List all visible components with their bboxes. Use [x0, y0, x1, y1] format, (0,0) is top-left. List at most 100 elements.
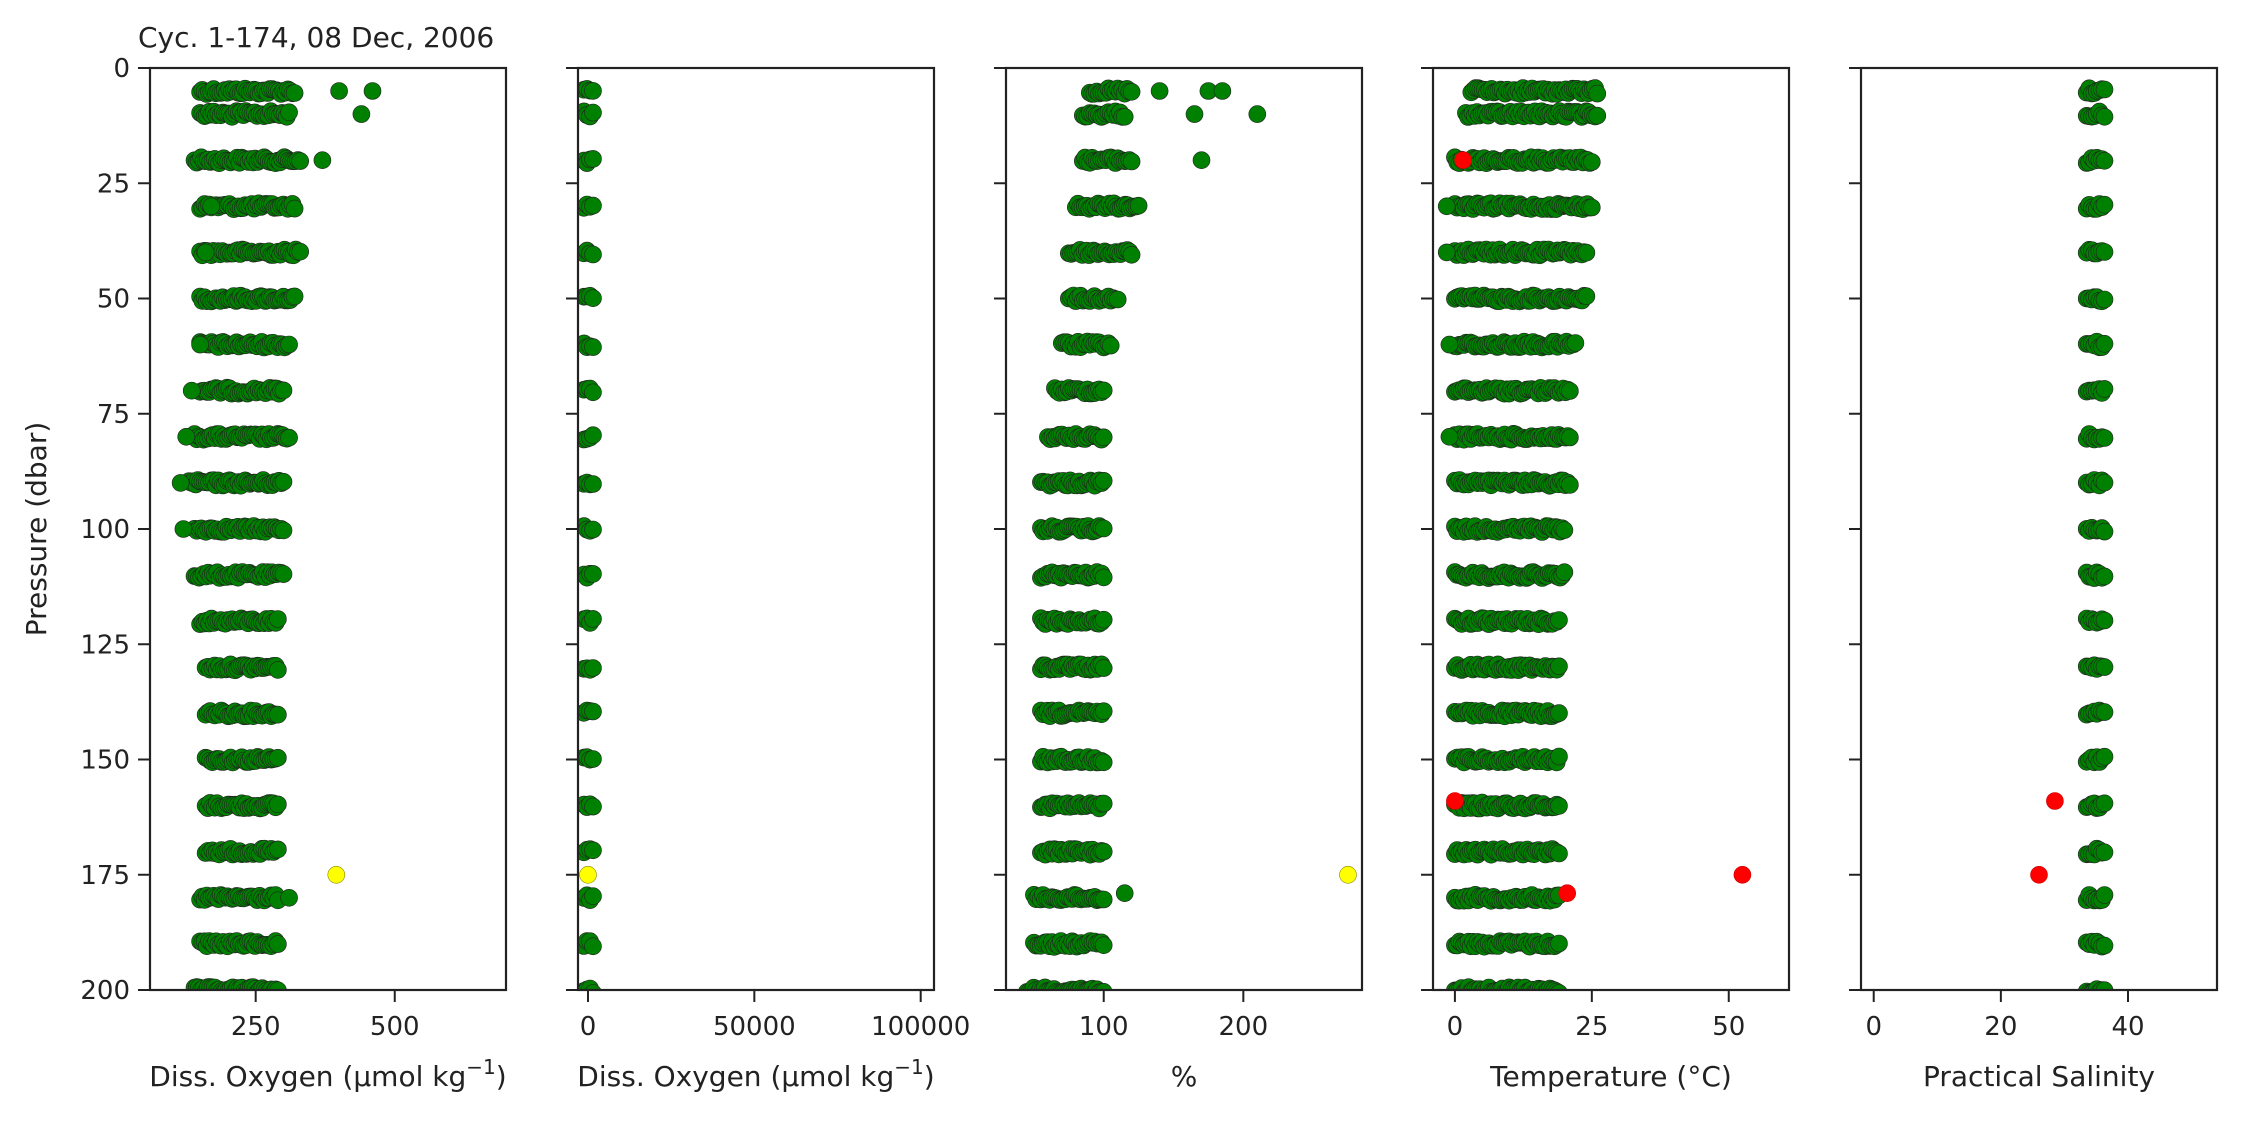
data-point	[269, 661, 287, 679]
plot-frame	[576, 66, 936, 992]
data-point	[584, 383, 602, 402]
data-point	[584, 937, 602, 956]
x-tick-label: 0	[580, 1012, 597, 1042]
data-point	[584, 797, 602, 816]
panel-doxy: 0 25 50 75 100 125 150 175 200 250 500 Diss. Oxygen…	[80, 54, 508, 1093]
x-axis-label: %	[1171, 1060, 1198, 1093]
x-axis-label-text: Temperature (°C)	[1489, 1060, 1732, 1093]
data-point	[2095, 473, 2114, 492]
data-point	[1248, 105, 1267, 123]
y-tick-label: 0	[113, 54, 130, 84]
data-point	[1122, 152, 1141, 171]
x-tick-label: 0	[1865, 1012, 1882, 1042]
x-axis-label-text: Practical Salinity	[1923, 1060, 2155, 1093]
flagged-point	[327, 865, 346, 884]
data-point	[2095, 290, 2114, 309]
data-point	[1550, 934, 1568, 953]
data-point	[1550, 657, 1568, 676]
x-tick-label: 100	[1079, 1012, 1129, 1042]
y-tick-label: 200	[80, 976, 130, 1006]
y-tick-label: 25	[97, 169, 130, 199]
data-point	[2095, 429, 2114, 447]
data-point	[2095, 843, 2114, 862]
x-axis-label-text: Diss. Oxygen (µmol kg	[577, 1060, 894, 1093]
x-axis-label: Diss. Oxygen (µmol kg−1)	[577, 1055, 934, 1093]
data-point	[1115, 884, 1134, 903]
data-point	[1122, 246, 1141, 264]
data-point	[1583, 198, 1601, 217]
x-tick-label: 50000	[713, 1012, 796, 1042]
data-point	[1094, 659, 1113, 677]
data-point	[2095, 703, 2114, 721]
data-point	[1129, 196, 1148, 215]
data-point	[280, 428, 298, 447]
data-point	[584, 150, 602, 168]
data-point	[1094, 610, 1113, 629]
data-point	[1122, 83, 1141, 101]
data-point	[269, 935, 287, 953]
y-tick-label: 50	[97, 285, 130, 315]
data-point	[1437, 197, 1456, 216]
data-point	[2095, 522, 2114, 541]
x-tick-label: 200	[1219, 1012, 1269, 1042]
data-point	[280, 888, 298, 907]
x-axis-label: Temperature (°C)	[1489, 1060, 1732, 1093]
data-point	[584, 245, 602, 264]
data-points	[2030, 79, 2114, 990]
data-point	[291, 242, 310, 261]
x-tick-label: 40	[2111, 1012, 2144, 1042]
data-point	[196, 243, 215, 262]
data-point	[2095, 334, 2114, 353]
data-point	[274, 472, 293, 491]
data-point	[1437, 243, 1456, 262]
x-axis-label-end: )	[496, 1060, 507, 1093]
data-point	[280, 103, 298, 122]
data-point	[1094, 568, 1113, 587]
data-point	[274, 521, 293, 540]
data-point	[1094, 381, 1113, 400]
data-point	[1561, 382, 1579, 400]
data-point	[1094, 936, 1113, 955]
data-point	[202, 197, 220, 216]
y-tick-label: 150	[80, 746, 130, 776]
data-point	[1566, 334, 1585, 352]
data-points	[171, 79, 382, 990]
x-axis-label: Diss. Oxygen (µmol kg−1)	[149, 1055, 506, 1093]
x-axis-label-superscript: −1	[894, 1055, 923, 1079]
data-point	[280, 335, 298, 354]
data-point	[274, 381, 293, 400]
flagged-point	[2046, 792, 2064, 810]
data-point	[2095, 981, 2114, 990]
y-tick-label: 175	[80, 861, 130, 891]
x-tick-label: 20	[1984, 1012, 2017, 1042]
data-point	[1588, 106, 1607, 125]
data-point	[269, 795, 287, 814]
x-axis-label-text: %	[1171, 1060, 1198, 1093]
panel-oxygen_saturation: 100 200%	[994, 66, 1364, 1093]
panel-temperature: 0 25 50 Temperature (°C)	[1421, 66, 1791, 1093]
data-point	[2095, 380, 2114, 398]
data-point	[1101, 336, 1120, 355]
data-point	[584, 984, 602, 990]
data-point	[330, 82, 348, 100]
data-point	[584, 750, 602, 768]
data-point	[584, 103, 602, 122]
data-point	[584, 289, 602, 308]
data-point	[291, 152, 310, 170]
x-tick-label: 0	[1447, 1012, 1464, 1042]
data-point	[1094, 753, 1113, 772]
data-point	[313, 151, 332, 169]
data-point	[584, 702, 602, 721]
panel-doxy_adjusted: 0 50000 100000 Diss. Oxygen (µmol kg−1)	[566, 66, 970, 1093]
data-point	[1440, 335, 1459, 354]
data-point	[2095, 747, 2114, 766]
data-point	[269, 840, 287, 859]
data-point	[1577, 243, 1596, 262]
data-point	[269, 610, 287, 628]
panel-salinity: 0 20 40 Practical Salinity	[1849, 66, 2219, 1093]
data-point	[2095, 108, 2114, 126]
data-point	[1213, 82, 1232, 100]
data-point	[1550, 611, 1568, 629]
